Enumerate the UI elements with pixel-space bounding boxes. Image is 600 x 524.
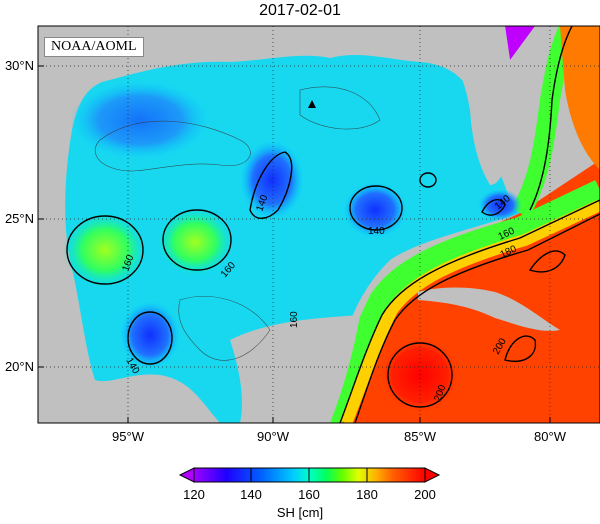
- contour-lines: [66, 26, 600, 423]
- loop-current-yellow-band: [340, 199, 600, 423]
- cuba-land: [418, 287, 560, 331]
- loop-current-green-band: [319, 180, 600, 423]
- lon-label: 90°W: [257, 429, 290, 444]
- colorbar-title: SH [cm]: [276, 505, 324, 520]
- minor-contours: [95, 86, 381, 361]
- atlantic-orange-band: [560, 26, 600, 170]
- contour-140-florida: [481, 198, 506, 216]
- contour-140-north: [249, 151, 293, 219]
- contour-160-west: [66, 215, 144, 285]
- colorbar-tick: 160: [298, 487, 320, 502]
- colorbar-tick: 200: [414, 487, 436, 502]
- lat-label: 25°N: [5, 211, 34, 226]
- contour-160-atlantic: [529, 26, 573, 211]
- cold-region-northwest: [70, 80, 210, 160]
- credit-label: NOAA/AOML: [44, 37, 144, 57]
- lat-label: 30°N: [5, 58, 34, 73]
- lon-label: 85°W: [404, 429, 437, 444]
- warm-eddy-west: [63, 212, 147, 288]
- map-frame: [37, 25, 600, 424]
- atlantic-green-band: [511, 26, 579, 219]
- contour-small: [419, 172, 437, 188]
- contour-200-east: [504, 335, 537, 362]
- warm-core-ring: [380, 337, 460, 413]
- contour-label: 160: [289, 311, 300, 328]
- yucatan-land: [230, 315, 360, 423]
- colorbar: 120 140 160 180 200: [178, 467, 441, 502]
- colorbar-tick: 180: [356, 487, 378, 502]
- colorbar-high-arrow: [424, 467, 441, 483]
- cold-eddy-north: [240, 140, 304, 220]
- colorbar-tick: 120: [183, 487, 205, 502]
- contour-200-ring: [387, 342, 453, 408]
- colorbar-tick: 140: [240, 487, 262, 502]
- lon-label: 95°W: [112, 429, 145, 444]
- warm-eddy-central: [157, 208, 233, 276]
- graticule: [38, 26, 600, 423]
- contour-140-east: [349, 185, 403, 231]
- atlantic-magenta-corner: [505, 26, 535, 60]
- cold-eddy-florida: [478, 189, 522, 221]
- lon-label: 80°W: [534, 429, 567, 444]
- contour-160-loop: [339, 199, 600, 423]
- lat-label: 20°N: [5, 359, 34, 374]
- map-title: 2017-02-01: [259, 2, 341, 19]
- contour-180-loop: [354, 213, 600, 423]
- contour-160-central: [162, 209, 232, 271]
- colorbar-low-arrow: [178, 467, 195, 483]
- triangle-marker: [308, 100, 316, 108]
- contour-180-east: [528, 250, 566, 273]
- contour-label: 140: [368, 226, 385, 237]
- tick-marks: [38, 65, 551, 423]
